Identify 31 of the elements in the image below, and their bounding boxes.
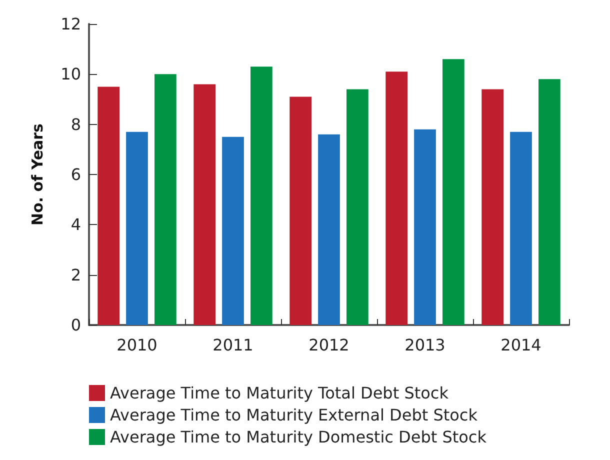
x-tick-label: 2012 <box>308 336 350 354</box>
y-tick-label: 10 <box>60 64 81 84</box>
bar <box>290 96 312 325</box>
bar <box>250 66 272 325</box>
y-tick-label: 0 <box>70 316 81 334</box>
bar <box>510 132 532 325</box>
y-tick-label: 2 <box>70 265 81 284</box>
bar <box>194 84 216 325</box>
y-axis-title: No. of Years <box>28 123 46 226</box>
bar <box>386 72 408 325</box>
bar <box>346 89 368 325</box>
bar <box>222 136 244 325</box>
bar <box>442 59 464 325</box>
legend-label: Average Time to Maturity Total Debt Stock <box>110 384 450 402</box>
y-tick-label: 6 <box>70 165 81 184</box>
x-tick-label: 2014 <box>500 336 542 354</box>
bar <box>154 74 176 325</box>
x-tick-label: 2011 <box>212 336 254 354</box>
bar <box>538 79 560 325</box>
bar <box>126 132 148 325</box>
y-tick-label: 12 <box>60 14 81 34</box>
legend-label: Average Time to Maturity External Debt Stock <box>110 406 478 424</box>
x-tick-label: 2013 <box>404 336 446 354</box>
x-tick-label: 2010 <box>116 336 158 354</box>
bar <box>482 89 504 325</box>
bar <box>414 129 436 325</box>
y-tick-label: 4 <box>70 215 81 234</box>
legend-label: Average Time to Maturity Domestic Debt Stock <box>110 428 488 446</box>
bar <box>318 134 340 325</box>
y-tick-label: 8 <box>70 114 81 134</box>
bar <box>98 86 120 325</box>
